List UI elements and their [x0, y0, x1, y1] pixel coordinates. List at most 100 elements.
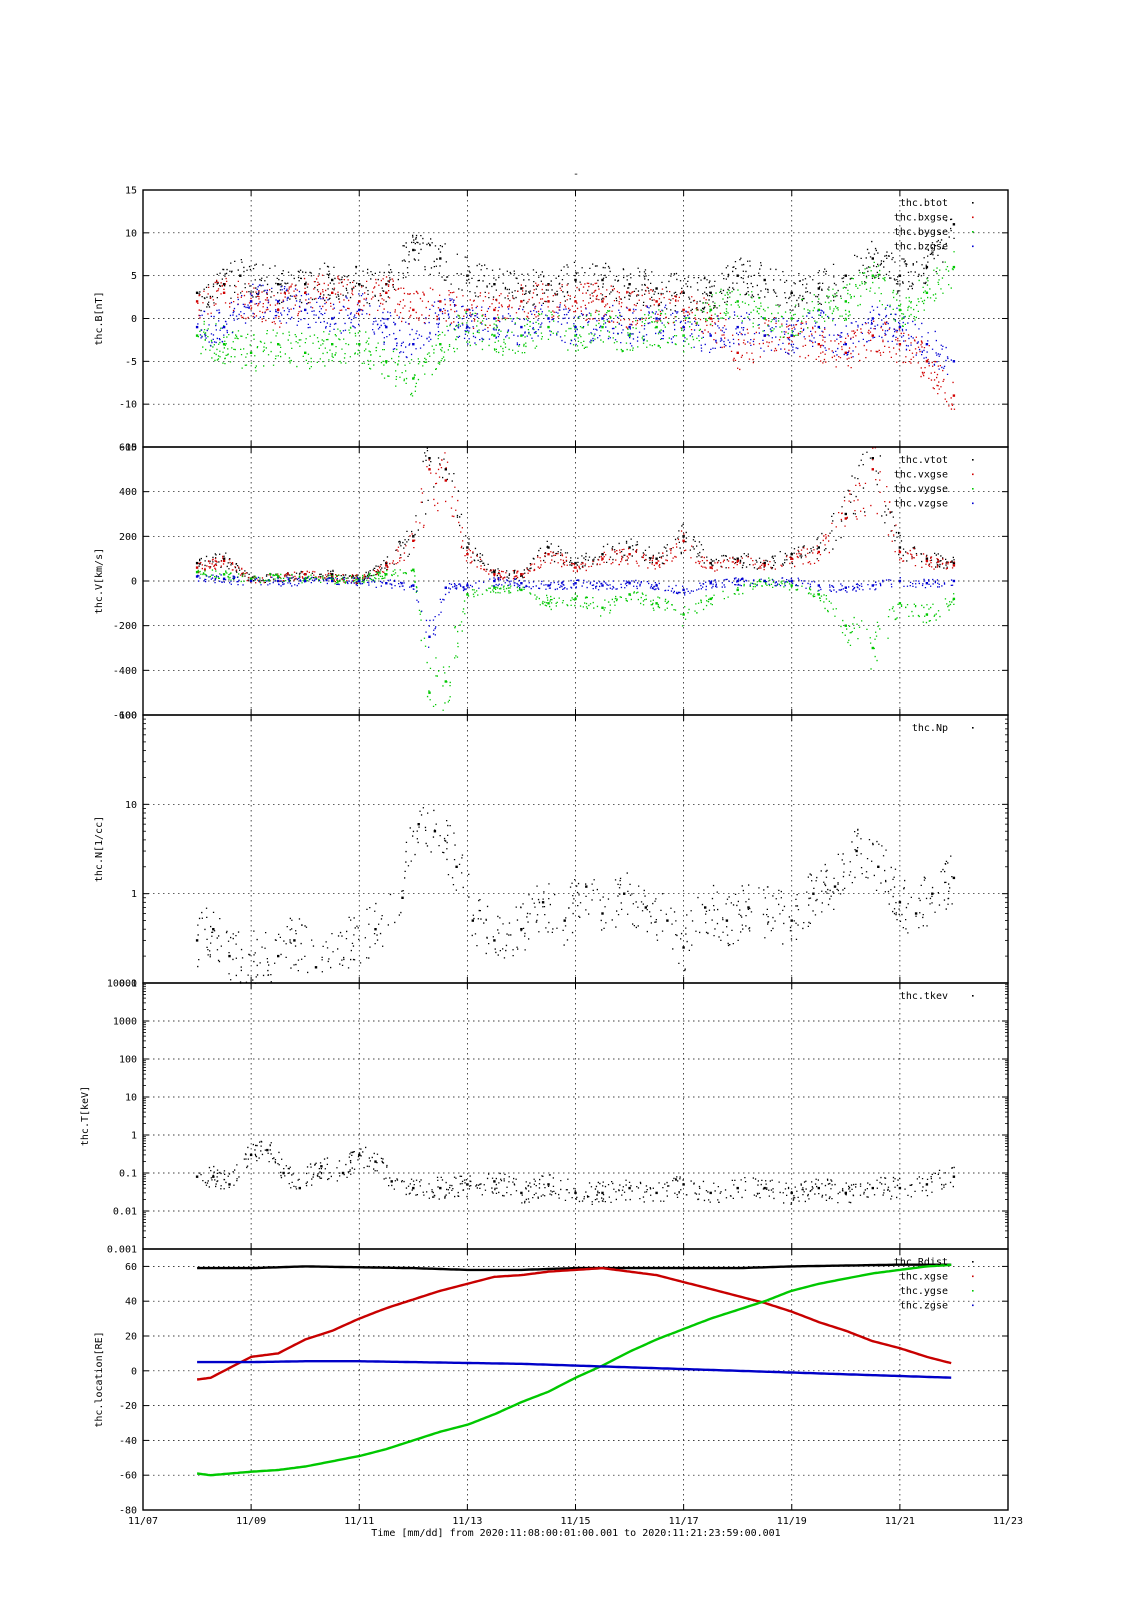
data-point	[601, 300, 604, 303]
legend-marker	[972, 459, 974, 461]
data-point	[401, 896, 404, 899]
y-axis-label: thc.N[1/cc]	[94, 816, 105, 882]
legend-entry: thc.vygse	[894, 484, 948, 495]
data-point	[547, 325, 550, 329]
data-point	[520, 928, 523, 931]
series-thc-ygse	[196, 1263, 952, 1477]
data-point	[736, 1186, 739, 1190]
legend-marker	[972, 231, 974, 233]
data-point	[574, 597, 577, 601]
data-point	[228, 1183, 231, 1186]
data-point	[628, 553, 631, 556]
data-point	[790, 557, 793, 560]
x-tick-label: 11/07	[128, 1516, 158, 1527]
data-point	[520, 582, 523, 585]
data-point	[547, 1183, 550, 1186]
data-point	[601, 317, 604, 320]
legend-entry: thc.tkev	[900, 991, 948, 1002]
legend-marker	[972, 488, 974, 490]
data-point	[520, 300, 523, 303]
data-point	[547, 584, 550, 587]
scatter-cloud	[197, 274, 956, 410]
legend-marker	[972, 995, 974, 997]
data-point	[871, 584, 874, 587]
y-tick-label: 10	[125, 800, 137, 811]
panel-data	[195, 218, 956, 410]
data-point	[358, 300, 361, 303]
data-point	[644, 906, 647, 909]
data-point	[574, 561, 577, 565]
legend-marker	[972, 502, 974, 505]
data-point	[925, 1183, 929, 1186]
data-point	[709, 308, 712, 312]
y-tick-label: -60	[119, 1471, 137, 1482]
data-point	[763, 564, 766, 567]
panel-4: 0.001 0.01 0.1 1 10 100 1000 10000 thc.tkev thc.T…	[80, 979, 1009, 1256]
data-point	[844, 343, 847, 346]
data-point	[790, 579, 793, 583]
data-point	[493, 573, 496, 576]
data-point	[520, 334, 523, 337]
data-point	[385, 564, 388, 567]
data-point	[298, 1186, 301, 1190]
data-point	[277, 579, 280, 583]
y-tick-label: 0	[131, 1366, 137, 1377]
data-point	[736, 274, 739, 277]
data-point	[952, 597, 956, 601]
y-tick-label: 100	[119, 711, 137, 722]
legend-marker	[972, 1290, 974, 1292]
data-point	[520, 573, 523, 576]
x-tick-label: 11/19	[777, 1516, 807, 1527]
y-tick-label: 100	[119, 1055, 137, 1066]
data-point	[493, 1180, 496, 1183]
y-tick-label: 15	[125, 186, 137, 197]
data-point	[439, 300, 442, 303]
series-line	[197, 1263, 952, 1272]
data-point	[277, 300, 280, 303]
y-tick-label: 10000	[107, 979, 137, 990]
data-point	[547, 553, 550, 556]
data-point	[628, 325, 631, 329]
data-point	[439, 257, 442, 260]
y-tick-label: 0.1	[119, 979, 137, 990]
data-point	[682, 1183, 685, 1186]
data-point	[574, 300, 577, 303]
data-point	[390, 1180, 393, 1183]
data-point	[790, 1191, 793, 1195]
series-line	[197, 1359, 952, 1379]
data-point	[655, 300, 658, 303]
y-tick-label: 10	[125, 228, 137, 239]
data-point	[682, 613, 685, 616]
data-point	[222, 291, 226, 294]
data-point	[628, 334, 631, 337]
legend-entry: thc.vzgse	[894, 499, 948, 510]
data-point	[520, 325, 523, 329]
data-point	[655, 317, 658, 320]
data-point	[877, 865, 880, 868]
legend-entry: thc.Np	[912, 723, 948, 734]
data-point	[493, 334, 496, 337]
data-point	[898, 550, 902, 554]
data-point	[763, 1186, 766, 1190]
data-point	[682, 946, 685, 949]
scatter-cloud	[197, 807, 953, 984]
panel-data	[196, 1263, 952, 1477]
data-point	[304, 351, 307, 354]
data-point	[812, 892, 815, 895]
y-tick-label: -40	[119, 1436, 137, 1447]
data-point	[195, 334, 199, 337]
data-point	[195, 570, 199, 574]
data-point	[709, 582, 712, 585]
data-point	[471, 919, 474, 922]
data-point	[914, 912, 918, 915]
data-point	[412, 377, 415, 380]
y-tick-label: 60	[125, 1262, 137, 1273]
data-point	[222, 559, 226, 563]
data-point	[601, 584, 604, 587]
data-point	[833, 885, 837, 888]
data-point	[952, 876, 956, 880]
data-point	[844, 300, 847, 303]
x-tick-label: 11/11	[344, 1516, 374, 1527]
data-point	[704, 906, 707, 909]
data-point	[898, 274, 902, 277]
